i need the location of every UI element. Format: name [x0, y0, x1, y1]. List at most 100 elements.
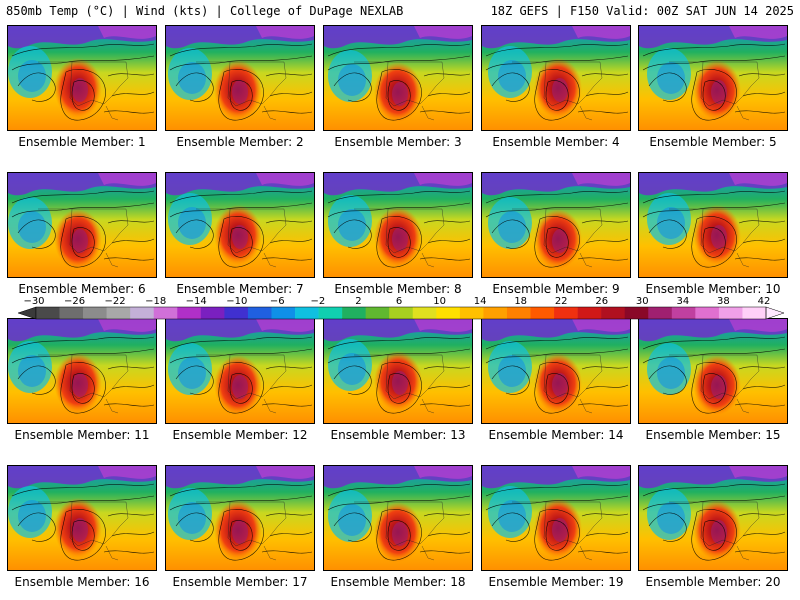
forecast-map — [482, 466, 630, 570]
forecast-map — [482, 26, 630, 130]
ensemble-member-panel — [165, 25, 315, 131]
forecast-map — [8, 319, 156, 423]
colorbar-swatch — [318, 307, 343, 319]
ensemble-member-panel — [481, 172, 631, 278]
colorbar-tick-label: 42 — [757, 296, 771, 307]
ensemble-member-panel — [165, 465, 315, 571]
colorbar-tick-label: −2 — [310, 296, 326, 307]
colorbar-swatch — [153, 307, 178, 319]
ensemble-member-label: Ensemble Member: 6 — [18, 282, 146, 296]
ensemble-member-label: Ensemble Member: 1 — [18, 135, 146, 149]
colorbar-swatch — [200, 307, 225, 319]
ensemble-member-panel — [165, 172, 315, 278]
colorbar-tick-label: 34 — [676, 296, 690, 307]
colorbar-tick-label: −22 — [104, 296, 126, 307]
ensemble-member-label: Ensemble Member: 20 — [645, 575, 781, 589]
colorbar-swatch — [36, 307, 60, 319]
ensemble-member-label: Ensemble Member: 18 — [330, 575, 466, 589]
ensemble-member-label: Ensemble Member: 11 — [14, 428, 150, 442]
colorbar-swatch — [671, 307, 696, 319]
forecast-map — [166, 466, 314, 570]
colorbar-tick-label: 14 — [473, 296, 487, 307]
colorbar-swatch — [577, 307, 602, 319]
forecast-map — [639, 466, 787, 570]
forecast-map — [482, 173, 630, 277]
forecast-map — [639, 26, 787, 130]
colorbar-swatch — [365, 307, 390, 319]
forecast-map — [166, 173, 314, 277]
ensemble-member-panel — [7, 172, 157, 278]
forecast-map — [324, 26, 472, 130]
ensemble-member-label: Ensemble Member: 10 — [645, 282, 781, 296]
colorbar-swatch — [271, 307, 296, 319]
forecast-map — [324, 173, 472, 277]
ensemble-member-panel — [481, 465, 631, 571]
ensemble-member-panel — [323, 318, 473, 424]
colorbar-tick-label: −14 — [185, 296, 207, 307]
colorbar-labels: −30 −26 −22 −18 −14 −10 −6 −2 2 6 10 14 18 22 26 30 34 38… — [0, 296, 800, 308]
colorbar-swatch — [530, 307, 555, 319]
forecast-map — [8, 26, 156, 130]
colorbar-tick-label: −10 — [226, 296, 248, 307]
colorbar-swatch — [59, 307, 84, 319]
forecast-map — [324, 466, 472, 570]
colorbar-swatch — [695, 307, 720, 319]
model-run-info: 18Z GEFS | F150 Valid: 00Z SAT JUN 14 20… — [490, 4, 794, 18]
header: 850mb Temp (°C) | Wind (kts) | College o… — [0, 0, 800, 22]
forecast-map — [166, 319, 314, 423]
ensemble-member-label: Ensemble Member: 14 — [488, 428, 624, 442]
colorbar-tick-label: 38 — [717, 296, 730, 307]
colorbar-tick-label: 18 — [514, 296, 528, 307]
ensemble-member-label: Ensemble Member: 15 — [645, 428, 781, 442]
colorbar-tick-label: 6 — [395, 296, 403, 307]
ensemble-member-panel — [323, 172, 473, 278]
colorbar-swatch — [106, 307, 131, 319]
forecast-map — [639, 173, 787, 277]
colorbar-tick-label: 2 — [355, 296, 362, 307]
ensemble-member-panel — [165, 318, 315, 424]
ensemble-member-panel — [7, 25, 157, 131]
ensemble-member-label: Ensemble Member: 4 — [492, 135, 620, 149]
colorbar-tick-label: 30 — [635, 296, 649, 307]
colorbar-swatch — [412, 307, 437, 319]
forecast-map — [8, 173, 156, 277]
ensemble-member-label: Ensemble Member: 13 — [330, 428, 466, 442]
colorbar-swatch — [554, 307, 578, 319]
colorbar-swatch — [506, 307, 531, 319]
ensemble-member-panel — [638, 172, 788, 278]
product-title: 850mb Temp (°C) | Wind (kts) | College o… — [6, 4, 404, 18]
colorbar-swatch — [601, 307, 626, 319]
ensemble-member-label: Ensemble Member: 7 — [176, 282, 304, 296]
ensemble-member-panel — [481, 25, 631, 131]
colorbar-tick-label: 22 — [554, 296, 568, 307]
ensemble-member-panel — [323, 465, 473, 571]
ensemble-member-panel — [638, 465, 788, 571]
ensemble-member-panel — [638, 318, 788, 424]
colorbar-swatch — [224, 307, 249, 319]
ensemble-member-label: Ensemble Member: 17 — [172, 575, 308, 589]
forecast-map — [8, 466, 156, 570]
ensemble-member-label: Ensemble Member: 2 — [176, 135, 304, 149]
colorbar-tick-label: 10 — [433, 296, 446, 307]
colorbar-swatch — [295, 307, 319, 319]
colorbar-swatch — [436, 307, 461, 319]
ensemble-member-label: Ensemble Member: 12 — [172, 428, 308, 442]
colorbar-tick-label: −26 — [64, 296, 86, 307]
ensemble-member-label: Ensemble Member: 16 — [14, 575, 150, 589]
colorbar-swatch — [459, 307, 484, 319]
ensemble-member-label: Ensemble Member: 19 — [488, 575, 624, 589]
colorbar-swatch — [247, 307, 272, 319]
colorbar-swatch — [177, 307, 202, 319]
colorbar-swatch — [83, 307, 107, 319]
temperature-colorbar — [18, 306, 784, 320]
ensemble-member-panel — [7, 465, 157, 571]
colorbar-tick-label: −30 — [23, 296, 45, 307]
ensemble-member-panel — [638, 25, 788, 131]
colorbar-swatch — [624, 307, 649, 319]
colorbar-tick-label: −6 — [269, 296, 285, 307]
colorbar-swatch — [342, 307, 366, 319]
forecast-map — [482, 319, 630, 423]
ensemble-member-label: Ensemble Member: 9 — [492, 282, 620, 296]
colorbar-tick-label: 26 — [595, 296, 609, 307]
colorbar-swatch — [483, 307, 508, 319]
